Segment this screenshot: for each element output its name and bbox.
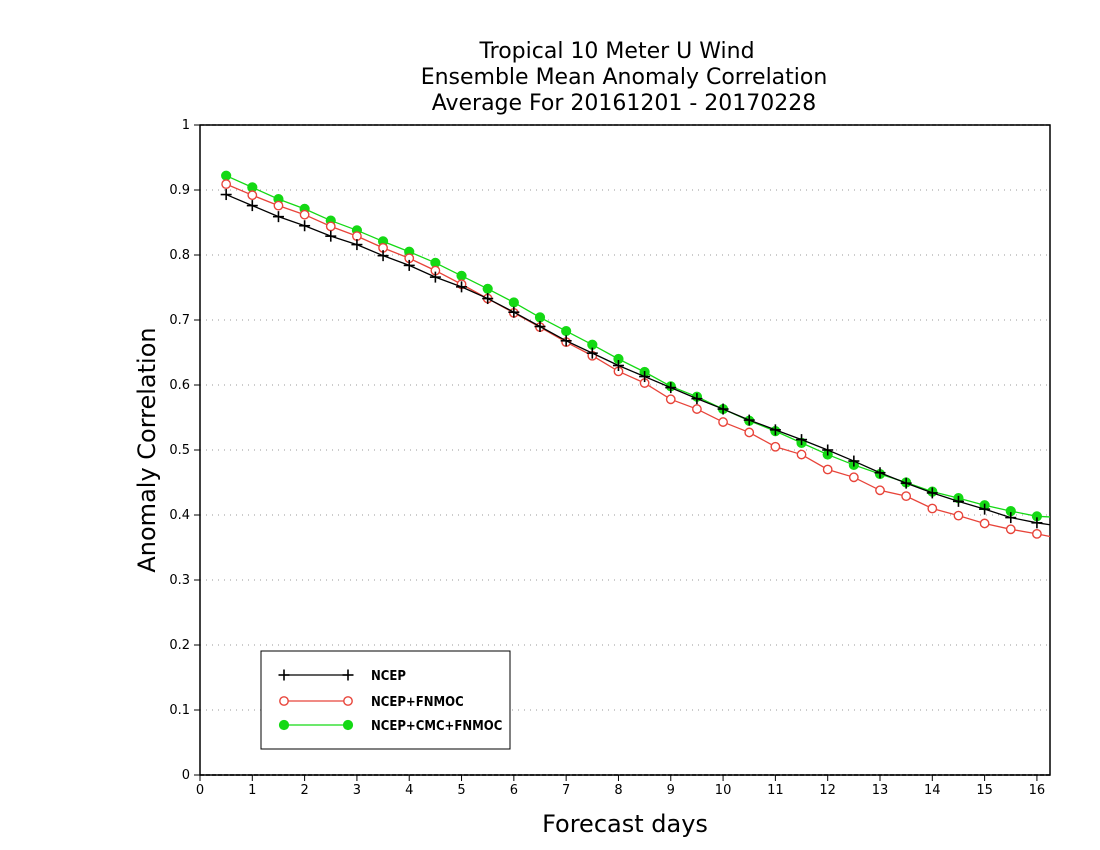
legend-marker bbox=[279, 696, 289, 706]
data-point bbox=[979, 518, 990, 529]
data-point bbox=[299, 209, 310, 220]
legend-label: NCEP+CMC+FNMOC bbox=[371, 719, 502, 734]
legend-box bbox=[260, 650, 511, 750]
data-point bbox=[901, 491, 912, 502]
x-tick-label: 3 bbox=[353, 783, 361, 798]
data-point bbox=[221, 170, 232, 181]
data-point bbox=[796, 449, 807, 460]
data-point bbox=[508, 297, 519, 308]
data-point bbox=[692, 404, 702, 414]
x-tick-label: 11 bbox=[767, 783, 784, 798]
y-tick-label: 0.2 bbox=[169, 638, 190, 653]
x-tick-label: 12 bbox=[819, 783, 836, 798]
data-point bbox=[718, 417, 728, 427]
data-point bbox=[561, 325, 572, 337]
data-point bbox=[352, 231, 362, 242]
x-tick-label: 16 bbox=[1029, 783, 1046, 798]
data-point bbox=[770, 441, 781, 452]
data-point bbox=[744, 427, 755, 438]
x-tick-label: 7 bbox=[562, 783, 570, 798]
x-tick-label: 4 bbox=[405, 783, 413, 798]
chart-title-line-2: Ensemble Mean Anomaly Correlation bbox=[421, 65, 828, 90]
legend-marker bbox=[343, 696, 353, 706]
legend: NCEP NCEP+FNMOC NCEP+CMC+FNMOC bbox=[260, 650, 511, 750]
data-point bbox=[848, 472, 859, 483]
x-tick-label: 9 bbox=[667, 783, 675, 798]
series-line bbox=[225, 175, 1051, 518]
y-tick-label: 0.6 bbox=[169, 378, 190, 393]
data-point bbox=[1032, 528, 1042, 539]
series-ncep bbox=[220, 189, 1051, 529]
y-tick-label: 0.7 bbox=[169, 313, 190, 328]
chart-title-line-3: Average For 20161201 - 20170228 bbox=[432, 91, 817, 116]
data-point bbox=[456, 270, 467, 281]
data-point bbox=[875, 485, 885, 496]
x-tick-label: 1 bbox=[248, 783, 256, 798]
y-axis-label: Anomaly Correlation bbox=[133, 327, 161, 572]
legend-label: NCEP bbox=[371, 669, 406, 684]
series-ncep-cmc-fnmoc bbox=[221, 170, 1051, 522]
x-tick-label: 13 bbox=[872, 783, 889, 798]
y-tick-label: 0.1 bbox=[169, 703, 190, 718]
data-point bbox=[221, 179, 232, 190]
y-tick-label: 0.3 bbox=[169, 573, 190, 588]
y-tick-label: 0.9 bbox=[169, 183, 190, 198]
series-line bbox=[225, 183, 1051, 538]
x-tick-label: 6 bbox=[510, 783, 518, 798]
data-point bbox=[665, 394, 676, 405]
data-point bbox=[953, 510, 964, 521]
legend-label: NCEP+FNMOC bbox=[371, 695, 464, 710]
y-tick-label: 0.8 bbox=[169, 248, 190, 263]
x-tick-label: 5 bbox=[457, 783, 465, 798]
y-tick-label: 0.5 bbox=[169, 443, 190, 458]
x-tick-label: 14 bbox=[924, 783, 941, 798]
x-tick-label: 15 bbox=[976, 783, 993, 798]
data-point bbox=[534, 312, 546, 323]
y-tick-label: 1 bbox=[182, 118, 190, 133]
data-point bbox=[325, 221, 336, 232]
data-point bbox=[1005, 524, 1016, 535]
x-tick-label: 8 bbox=[614, 783, 622, 798]
data-point bbox=[247, 190, 258, 201]
plot-area: 00.10.20.30.40.50.60.70.80.910 1 2 3 4 5 6 7 8 9 1… bbox=[169, 118, 1051, 798]
chart-title-line-1: Tropical 10 Meter U Wind bbox=[478, 39, 754, 64]
series-ncep-fnmoc bbox=[221, 179, 1051, 539]
x-axis-label: Forecast days bbox=[542, 810, 708, 838]
series-line bbox=[225, 193, 1051, 526]
data-point bbox=[822, 464, 833, 475]
data-point bbox=[273, 200, 284, 211]
x-tick-label: 10 bbox=[715, 783, 732, 798]
y-tick-label: 0.4 bbox=[169, 508, 190, 523]
data-point bbox=[482, 283, 493, 294]
x-tick-label: 2 bbox=[300, 783, 308, 798]
legend-marker bbox=[278, 719, 290, 731]
y-tick-label: 0 bbox=[182, 768, 190, 783]
legend-marker bbox=[342, 719, 354, 731]
data-point bbox=[927, 503, 938, 514]
x-tick-label: 0 bbox=[196, 783, 204, 798]
